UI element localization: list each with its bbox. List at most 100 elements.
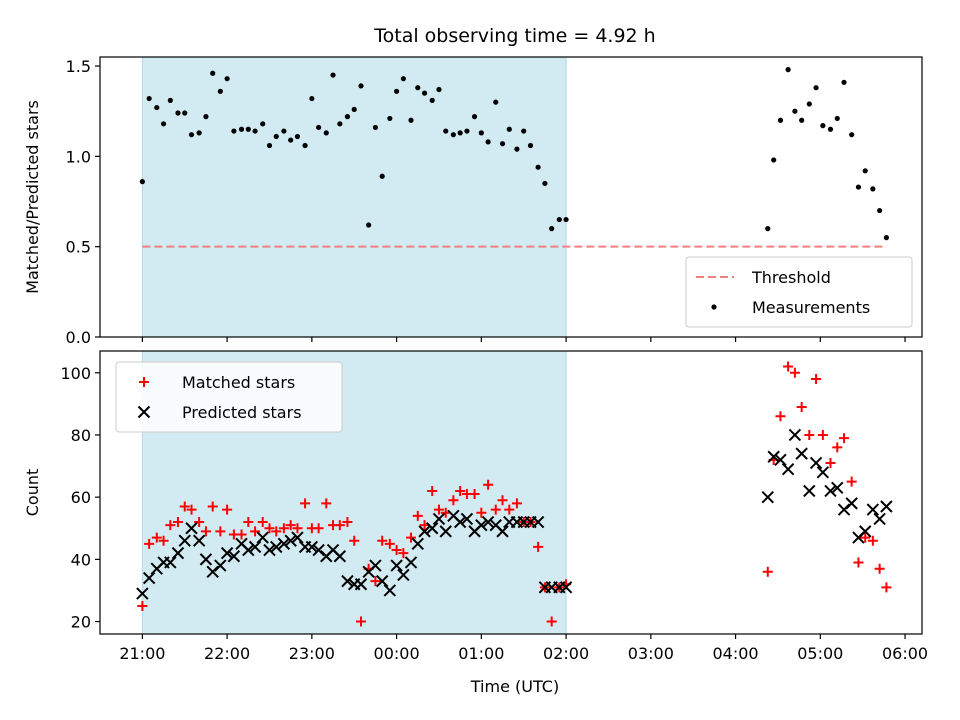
data-point (845, 497, 858, 510)
data-point (199, 553, 213, 566)
y-tick-label: 100 (60, 364, 91, 383)
data-point (514, 146, 520, 152)
data-point (471, 114, 478, 120)
data-point (397, 568, 410, 582)
data-point (448, 495, 459, 506)
data-point (806, 101, 812, 107)
data-point (404, 556, 418, 569)
data-point (398, 548, 409, 559)
data-point (400, 76, 406, 82)
y-tick-label: 1.0 (66, 147, 91, 166)
data-point (549, 226, 555, 232)
data-point (330, 72, 336, 78)
data-point (866, 503, 880, 516)
data-point (372, 124, 379, 131)
data-point (238, 126, 245, 132)
legend: Threshold Measurements (685, 256, 913, 328)
data-point (227, 550, 241, 563)
data-point (377, 535, 388, 546)
data-point (774, 453, 787, 467)
data-point (493, 99, 499, 105)
data-point (366, 222, 372, 228)
x-tick-label: 21:00 (119, 644, 165, 663)
data-point (278, 523, 289, 534)
data-point (831, 481, 844, 495)
x-tick-label: 03:00 (628, 644, 674, 663)
data-point (288, 137, 294, 143)
count-panel: 21:00 22:00 23:00 00:00 01:00 02:00 03:00 04:00… (23, 350, 928, 663)
data-point (816, 466, 830, 479)
data-point (421, 90, 428, 96)
data-point (418, 525, 431, 538)
data-point (883, 235, 890, 241)
data-point (137, 601, 148, 612)
data-point (783, 361, 794, 372)
data-point (369, 559, 382, 572)
x-axis-label: Time (UTC) (470, 677, 559, 696)
data-point (351, 106, 357, 112)
data-point (165, 520, 176, 531)
data-point (436, 86, 442, 93)
data-point (158, 535, 169, 546)
data-point (284, 534, 297, 547)
data-point (215, 526, 226, 537)
data-point (425, 522, 439, 535)
x-tick-label: 05:00 (797, 644, 843, 663)
data-point (196, 130, 202, 136)
data-point (563, 216, 569, 223)
measurements-series (139, 67, 890, 241)
data-point (220, 546, 234, 560)
data-point (559, 581, 573, 594)
data-point (870, 186, 876, 192)
data-point (820, 123, 826, 129)
data-point (542, 180, 548, 187)
legend: Matched stars Predicted stars (115, 361, 343, 433)
data-point (291, 531, 304, 544)
data-point (356, 616, 367, 627)
data-point (809, 456, 823, 470)
legend-label: Predicted stars (182, 403, 302, 422)
data-point (263, 543, 276, 557)
data-point (207, 501, 218, 512)
data-point (142, 571, 156, 585)
legend-box (685, 256, 913, 328)
data-point (192, 534, 206, 547)
data-point (243, 517, 254, 528)
x-tick-label: 23:00 (289, 644, 335, 663)
y-tick-label: 0.0 (66, 328, 91, 347)
data-point (476, 507, 487, 518)
data-point (795, 447, 808, 460)
data-point (785, 67, 791, 73)
data-point (160, 121, 167, 127)
data-point (242, 543, 255, 557)
data-point (200, 526, 211, 537)
data-point (535, 164, 541, 170)
data-point (877, 207, 883, 214)
data-point (185, 522, 198, 535)
data-point (496, 525, 509, 538)
data-point (281, 128, 287, 134)
data-point (533, 541, 544, 552)
data-point (453, 515, 467, 529)
data-point (788, 428, 802, 442)
data-point (450, 132, 456, 138)
data-point (186, 504, 197, 515)
legend-label: Matched stars (182, 373, 295, 392)
data-point (248, 540, 262, 554)
data-point (323, 130, 329, 136)
data-point (375, 574, 389, 588)
legend-marker (139, 377, 149, 387)
data-point (841, 79, 847, 85)
chart-title: Total observing time = 4.92 h (373, 25, 655, 47)
data-point (136, 587, 149, 600)
data-point (881, 582, 892, 593)
data-point (846, 476, 857, 487)
data-point (139, 179, 145, 185)
observing-interval-shade (141, 56, 567, 338)
data-point (194, 517, 205, 528)
data-point (171, 546, 185, 560)
data-point (827, 126, 834, 132)
data-point (429, 97, 435, 103)
data-point (460, 512, 474, 526)
y-tick-label: 60 (71, 488, 91, 507)
